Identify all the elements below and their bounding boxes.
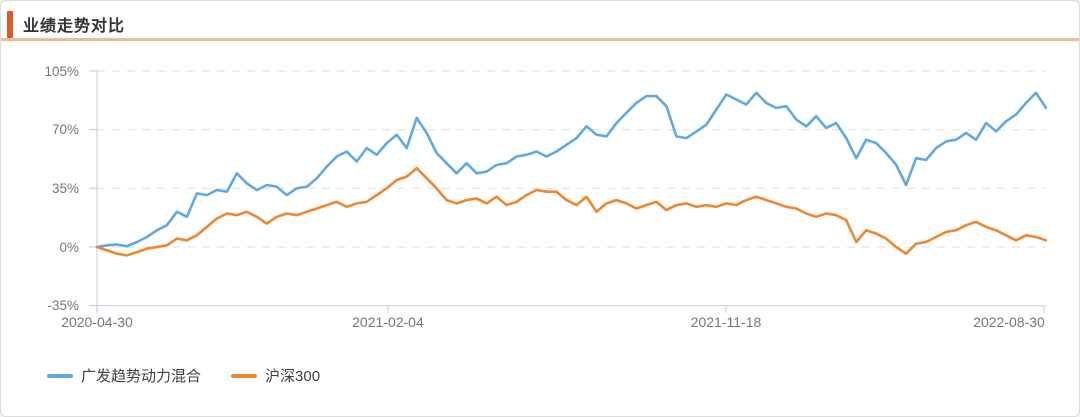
y-axis-tick-label: 35% [51, 180, 79, 196]
legend-label: 广发趋势动力混合 [81, 368, 202, 385]
y-axis-tick-label: 105% [44, 63, 79, 79]
y-axis-tick-label: -35% [47, 298, 79, 314]
y-axis-tick-label: 70% [51, 122, 79, 138]
legend-label: 沪深300 [265, 368, 321, 385]
legend-item-index[interactable]: 沪深300 [231, 365, 320, 386]
x-axis-tick-label: 2021-02-04 [352, 314, 424, 330]
title-accent-bar [7, 11, 13, 38]
y-axis-tick-label: 0% [59, 239, 79, 255]
x-axis-tick-label: 2020-04-30 [61, 314, 133, 330]
card-header: 业绩走势对比 [1, 1, 1079, 41]
x-axis-tick-label: 2022-08-30 [973, 314, 1045, 330]
index-line-swatch [231, 373, 258, 378]
legend-item-fund[interactable]: 广发趋势动力混合 [47, 365, 201, 386]
page-title: 业绩走势对比 [23, 18, 126, 35]
chart-legend: 广发趋势动力混合 沪深300 [47, 365, 320, 386]
x-axis-tick-label: 2021-11-18 [690, 314, 762, 330]
fund-line-swatch [47, 373, 73, 378]
